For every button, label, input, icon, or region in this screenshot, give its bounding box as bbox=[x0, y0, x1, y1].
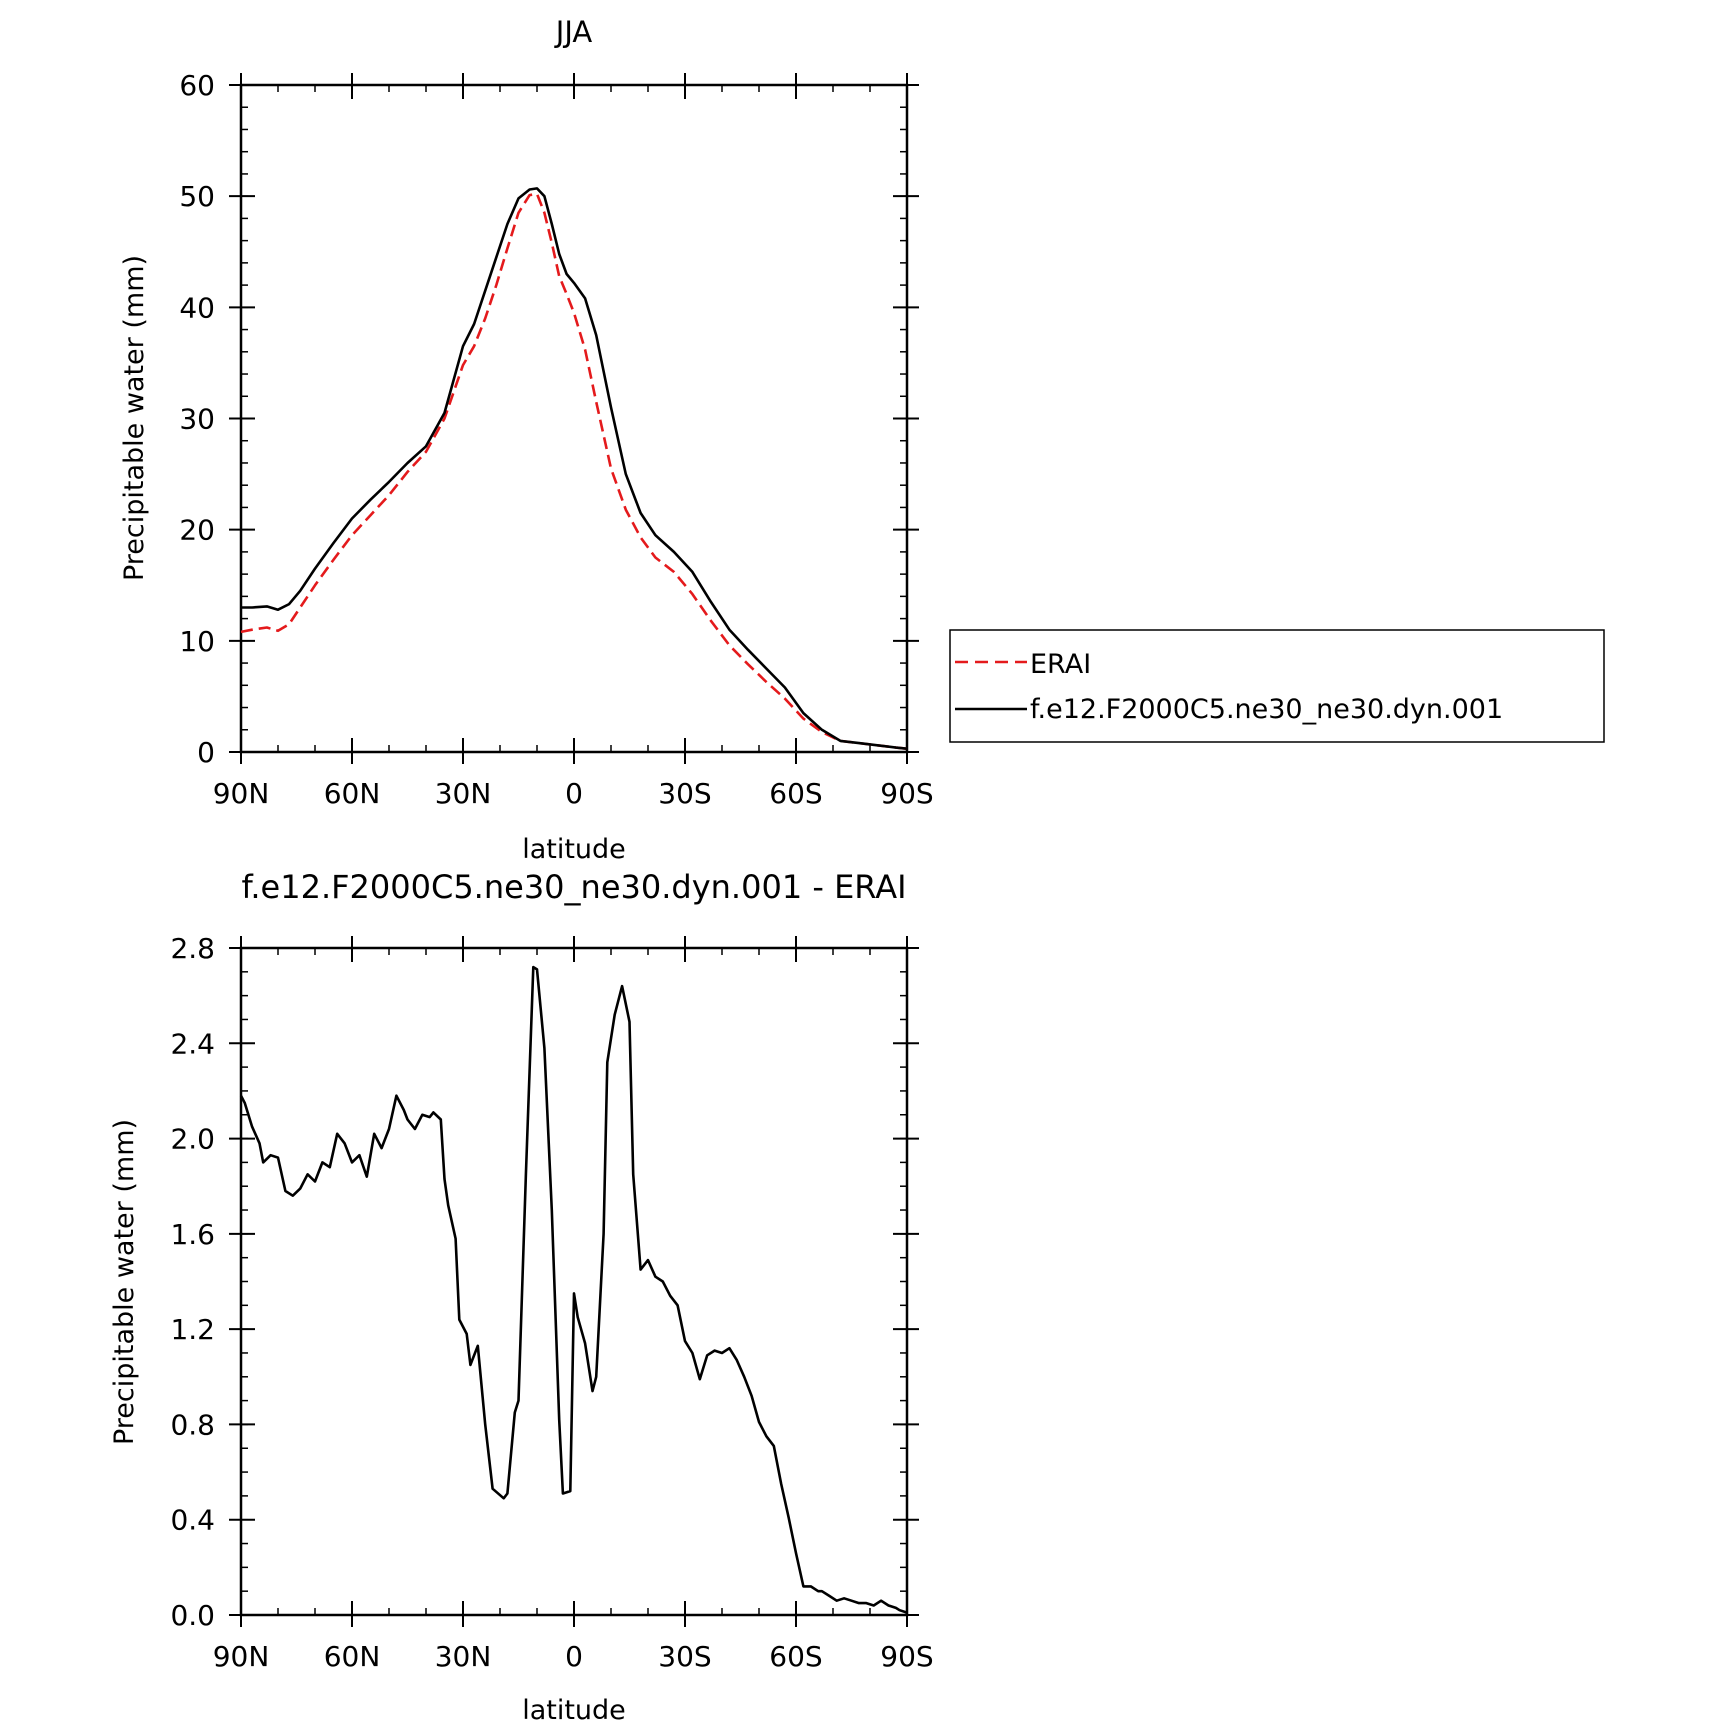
y-tick-label: 1.6 bbox=[170, 1218, 215, 1251]
x-tick-label: 60S bbox=[769, 777, 822, 810]
x-tick-label: 30N bbox=[435, 1640, 492, 1673]
y-axis-label: Precipitable water (mm) bbox=[119, 255, 150, 581]
chart-title: JJA bbox=[554, 15, 593, 49]
x-tick-label: 60N bbox=[324, 777, 381, 810]
y-tick-label: 30 bbox=[179, 403, 215, 436]
y-axis-label: Precipitable water (mm) bbox=[109, 1119, 140, 1445]
y-tick-label: 20 bbox=[179, 514, 215, 547]
y-axis: 0.0 0.4 0.8 1.2 1.6 2.0 2.4 2.8 bbox=[170, 932, 919, 1632]
x-tick-label: 30N bbox=[435, 777, 492, 810]
x-tick-label: 0 bbox=[565, 1640, 583, 1673]
plot-lines bbox=[239, 965, 908, 1614]
y-tick-label: 2.8 bbox=[170, 932, 215, 965]
y-tick-label: 0 bbox=[197, 736, 215, 769]
x-axis: 90N 60N 30N 0 30S 60S 90S bbox=[213, 936, 934, 1673]
x-tick-label: 0 bbox=[565, 777, 583, 810]
legend-box bbox=[949, 629, 1605, 743]
series-line-f-e12-f2000c5-ne30-ne30-dyn-001 bbox=[241, 187, 908, 750]
series-line-erai bbox=[240, 192, 908, 750]
y-tick-label: 60 bbox=[179, 69, 215, 102]
x-tick-label: 60N bbox=[324, 1640, 381, 1673]
y-tick-label: 2.4 bbox=[170, 1027, 215, 1060]
plot-lines bbox=[240, 187, 908, 750]
legend-label-model: f.e12.F2000C5.ne30_ne30.dyn.001 bbox=[1030, 694, 1503, 725]
chart-title: f.e12.F2000C5.ne30_ne30.dyn.001 - ERAI bbox=[241, 868, 906, 906]
y-tick-label: 0.4 bbox=[170, 1504, 215, 1537]
x-tick-label: 30S bbox=[658, 777, 711, 810]
series-line-0 bbox=[239, 965, 908, 1614]
legend-label-erai: ERAI bbox=[1030, 649, 1091, 680]
x-axis-label: latitude bbox=[522, 834, 626, 865]
y-tick-label: 50 bbox=[179, 180, 215, 213]
x-axis: 90N 60N 30N 0 30S 60S 90S bbox=[213, 73, 934, 810]
chart-panel-top: JJA 0 10 20 30 40 50 60 90N 60N 30N 0 30S 60S 90S la… bbox=[119, 15, 934, 865]
x-tick-label: 30S bbox=[658, 1640, 711, 1673]
chart-panel-bottom: f.e12.F2000C5.ne30_ne30.dyn.001 - ERAI 0… bbox=[109, 868, 934, 1726]
y-tick-label: 40 bbox=[179, 291, 215, 324]
legend: ERAI f.e12.F2000C5.ne30_ne30.dyn.001 bbox=[949, 629, 1605, 743]
x-tick-label: 90S bbox=[880, 1640, 933, 1673]
y-tick-label: 10 bbox=[179, 625, 215, 658]
y-tick-label: 2.0 bbox=[170, 1123, 215, 1156]
x-axis-label: latitude bbox=[522, 1695, 626, 1726]
y-tick-label: 0.8 bbox=[170, 1408, 215, 1441]
y-axis: 0 10 20 30 40 50 60 bbox=[179, 69, 919, 769]
y-tick-label: 1.2 bbox=[170, 1313, 215, 1346]
plot-frame bbox=[239, 946, 909, 1617]
x-tick-label: 90N bbox=[213, 777, 270, 810]
x-tick-label: 60S bbox=[769, 1640, 822, 1673]
x-tick-label: 90N bbox=[213, 1640, 270, 1673]
x-tick-label: 90S bbox=[880, 777, 933, 810]
plot-frame bbox=[239, 83, 909, 754]
y-tick-label: 0.0 bbox=[170, 1599, 215, 1632]
